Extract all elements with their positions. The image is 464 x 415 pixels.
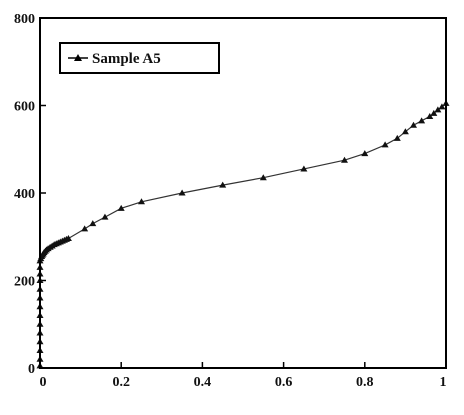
y-tick-label: 800 (14, 12, 35, 27)
data-point-marker (178, 189, 186, 196)
legend-triangle-marker (74, 54, 82, 61)
data-point-marker (401, 128, 409, 135)
data-point-marker (89, 220, 97, 227)
data-point-marker (341, 156, 348, 163)
data-point-marker (117, 204, 125, 211)
data-point-marker (259, 174, 267, 181)
series-markers (36, 99, 450, 369)
data-point-marker (81, 225, 89, 232)
x-tick-label: 0.2 (112, 375, 130, 390)
data-point-marker (300, 165, 308, 172)
plot-frame (39, 17, 447, 369)
x-tick-label: 1 (440, 375, 447, 390)
y-axis-ticks: 0 200 400 600 800 (14, 12, 46, 377)
x-axis-ticks: 0 0.2 0.4 0.6 0.8 1 (39, 362, 447, 390)
data-point-marker (219, 181, 227, 188)
data-point-marker (138, 198, 145, 205)
y-tick-label: 0 (28, 362, 35, 377)
x-tick-label: 0.4 (194, 375, 212, 390)
data-point-marker (64, 235, 72, 241)
legend: Sample A5 (59, 42, 220, 74)
data-point-marker (361, 150, 369, 157)
y-tick-label: 200 (14, 275, 35, 290)
data-point-marker (381, 141, 389, 148)
data-point-marker (438, 103, 446, 110)
data-point-marker (418, 117, 426, 124)
y-tick-label: 600 (14, 100, 35, 115)
y-tick-label: 400 (14, 187, 35, 202)
legend-label: Sample A5 (92, 51, 161, 67)
data-point-marker (434, 106, 442, 113)
x-tick-label: 0 (40, 375, 47, 390)
data-point-marker (101, 213, 109, 220)
data-point-marker (393, 134, 401, 141)
x-tick-label: 0.8 (356, 375, 374, 390)
data-point-marker (426, 112, 434, 119)
x-tick-label: 0.6 (275, 375, 293, 390)
data-point-marker (410, 121, 418, 128)
data-point-marker (430, 109, 438, 116)
